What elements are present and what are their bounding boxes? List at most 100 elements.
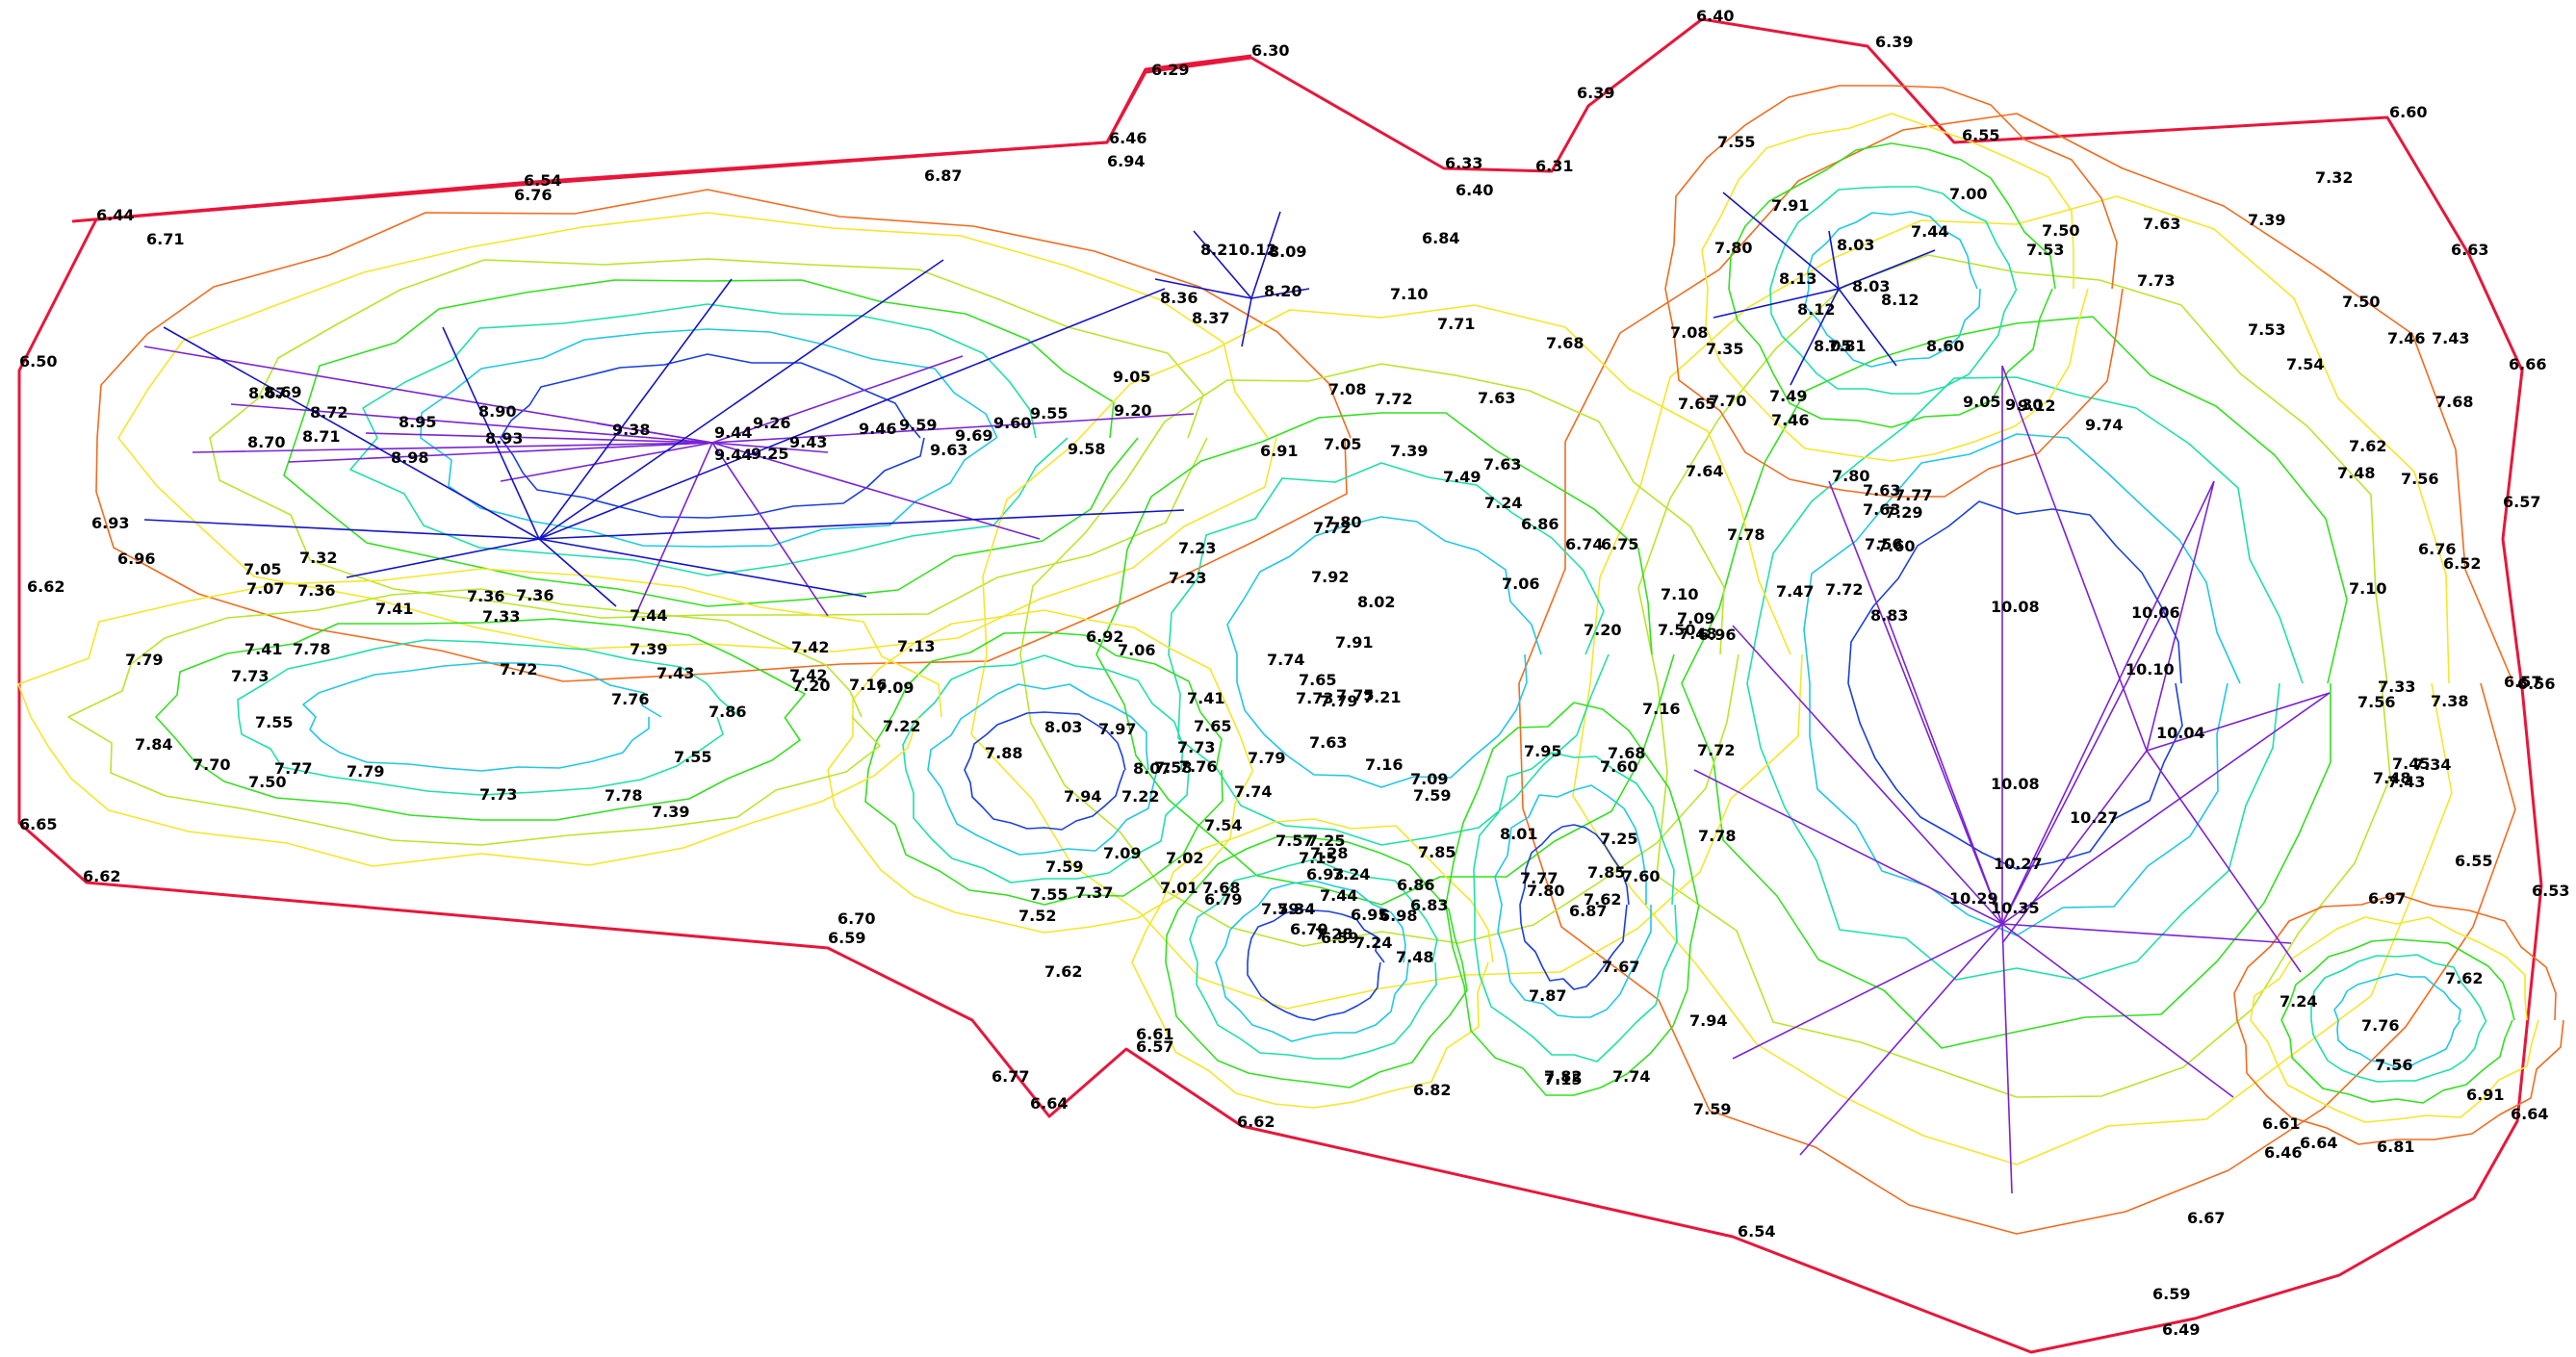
height-label: 7.74 [1234, 782, 1272, 801]
height-label: 6.65 [19, 815, 57, 833]
height-label: 6.87 [924, 166, 962, 185]
height-label: 6.87 [1569, 902, 1607, 920]
height-label: 7.77 [274, 759, 312, 778]
height-label: 7.13 [897, 637, 935, 655]
height-label: 7.02 [1166, 849, 1203, 867]
north-interior-spoke-3 [1838, 288, 1897, 367]
mid-pit-contour-3 [927, 683, 1158, 856]
height-label: 6.64 [2300, 1134, 2337, 1152]
height-label: 7.06 [1502, 575, 1539, 593]
hill-interior-spoke-1 [1250, 211, 1281, 299]
height-label: 8.93 [485, 429, 523, 448]
height-label: 7.80 [1714, 239, 1752, 257]
height-label: 6.30 [1251, 41, 1289, 60]
height-label: 7.68 [2435, 393, 2473, 411]
east-interior-spoke-4 [2001, 923, 2234, 1098]
height-label: 7.41 [375, 600, 413, 618]
north-hill-contour-2 [1728, 142, 2056, 428]
height-label: 7.67 [1602, 958, 1639, 976]
height-label: 7.56 [2357, 693, 2395, 711]
height-label: 8.03 [1852, 277, 1890, 295]
height-label: 10.29 [1949, 889, 1998, 908]
height-label: 10.08 [1991, 598, 2040, 616]
height-label: 7.48 [2373, 769, 2410, 787]
height-label: 6.64 [1030, 1094, 1068, 1113]
height-label: 6.52 [2443, 554, 2481, 573]
height-label: 7.47 [1776, 582, 1814, 601]
height-label: 6.56 [2517, 675, 2555, 693]
height-label: 7.43 [2432, 329, 2469, 347]
height-label: 7.85 [1418, 843, 1455, 861]
height-label: 7.39 [1390, 442, 1428, 460]
height-label: 7.73 [1296, 689, 1333, 707]
height-label: 10.06 [2131, 603, 2180, 622]
height-label: 7.71 [1437, 315, 1475, 333]
south-pit-contour-2 [1189, 858, 1438, 1060]
east-interior-spoke-12 [1886, 615, 2003, 925]
height-label: 8.67 [248, 384, 286, 402]
height-label: 6.66 [2509, 355, 2546, 373]
height-label: 7.73 [2137, 271, 2175, 290]
east-interior-spoke-5 [2001, 923, 2292, 944]
height-label: 7.80 [1527, 882, 1564, 900]
height-labels: 6.406.396.306.296.466.946.876.546.766.44… [19, 7, 2569, 1339]
height-label: 6.75 [1601, 535, 1638, 553]
hill-interior-spoke-0 [1193, 230, 1252, 299]
west-flat-contour-4 [302, 662, 662, 772]
height-label: 6.40 [1696, 7, 1734, 25]
height-label: 7.56 [2375, 1056, 2412, 1074]
height-label: 7.60 [1622, 867, 1660, 885]
height-label: 0.12 [1239, 241, 1276, 259]
east-knoll-contour-4 [2333, 973, 2461, 1068]
west-interior-spoke-4 [634, 442, 713, 617]
west-interior-spoke-10 [596, 422, 713, 444]
height-label: 7.20 [1584, 621, 1621, 639]
height-label: 6.55 [2455, 852, 2492, 870]
height-label: 6.93 [91, 514, 129, 532]
east-interior-spoke-1 [1732, 923, 2003, 1060]
height-label: 7.44 [630, 606, 667, 625]
height-label: 6.77 [992, 1067, 1029, 1086]
west-interior-spoke-b-0 [163, 326, 540, 540]
height-label: 7.42 [791, 638, 829, 656]
height-label: 7.65 [1678, 395, 1715, 413]
height-label: 7.33 [2378, 678, 2415, 696]
height-label: 10.08 [1991, 775, 2040, 793]
height-label: 9.55 [1030, 404, 1068, 422]
height-label: 7.49 [1443, 468, 1481, 486]
height-label: 9.59 [899, 416, 937, 434]
height-label: 6.92 [1086, 627, 1123, 646]
map-boundary [17, 17, 2543, 1354]
height-label: 7.10 [1661, 585, 1698, 603]
height-label: 7.72 [1313, 519, 1351, 537]
height-label: 7.36 [467, 587, 504, 605]
height-label: 9.25 [751, 445, 788, 463]
height-label: 6.44 [96, 206, 134, 224]
western-basin-contour-6 [500, 353, 925, 519]
east-interior-spoke-b-0 [2146, 692, 2331, 752]
eastern-basin-contour-0 [1518, 113, 2516, 1235]
height-label: 6.96 [117, 550, 155, 568]
western-basin-contour-3 [283, 279, 1139, 607]
eastern-basin-contour-4 [1746, 376, 2304, 981]
height-label: 7.32 [2315, 168, 2353, 187]
north-hill-contour-4 [1804, 211, 1981, 368]
height-label: 7.35 [1706, 340, 1743, 358]
height-label: 7.53 [2026, 241, 2064, 259]
height-label: 7.72 [1375, 390, 1412, 408]
eastern-basin-contour-6 [1847, 500, 2183, 870]
height-label: 10.04 [2156, 724, 2205, 742]
height-label: 7.34 [1277, 900, 1315, 918]
height-label: 6.57 [1136, 1037, 1173, 1056]
height-label: 6.98 [1379, 907, 1417, 925]
height-label: 7.33 [482, 607, 520, 626]
height-label: 7.65 [1194, 717, 1231, 735]
height-label: 7.54 [1204, 816, 1242, 834]
height-label: 7.09 [1410, 770, 1448, 788]
height-label: 9.69 [955, 426, 992, 445]
height-label: 7.52 [1018, 907, 1056, 925]
west-interior-spoke-b-4 [538, 288, 1166, 540]
height-label: 7.62 [1584, 890, 1621, 909]
height-label: 9.05 [1113, 368, 1150, 386]
